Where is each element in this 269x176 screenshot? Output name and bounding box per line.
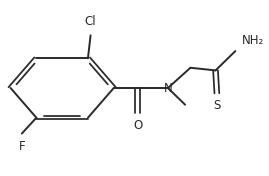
Text: N: N (164, 81, 172, 95)
Text: F: F (19, 140, 25, 153)
Text: NH₂: NH₂ (242, 34, 264, 47)
Text: O: O (133, 119, 142, 132)
Text: Cl: Cl (85, 15, 96, 28)
Text: S: S (213, 99, 221, 112)
